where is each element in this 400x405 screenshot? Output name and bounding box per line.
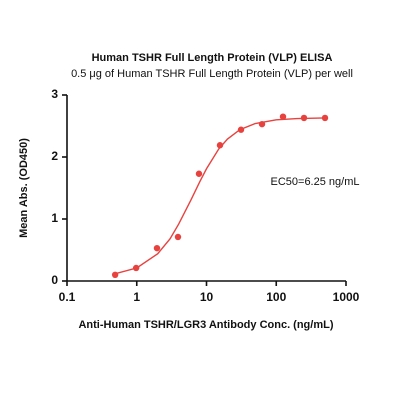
data-point bbox=[279, 113, 287, 120]
chart-title: Human TSHR Full Length Protein (VLP) ELI… bbox=[92, 52, 333, 64]
x-tick-label: 1000 bbox=[333, 290, 360, 304]
annotation: EC50=6.25 ng/mL bbox=[271, 176, 360, 188]
x-tick-label: 10 bbox=[200, 290, 214, 304]
y-tick-label: 3 bbox=[51, 87, 58, 101]
x-tick-label: 100 bbox=[266, 290, 286, 304]
x-axis-label: Anti-Human TSHR/LGR3 Antibody Conc. (ng/… bbox=[78, 319, 333, 331]
x-tick-label: 0.1 bbox=[59, 290, 76, 304]
data-point bbox=[195, 170, 203, 177]
y-axis-label: Mean Abs. (OD450) bbox=[18, 138, 30, 238]
data-point bbox=[153, 244, 161, 252]
y-tick-label: 1 bbox=[51, 211, 58, 225]
y-tick-label: 2 bbox=[51, 149, 58, 163]
y-tick-label: 0 bbox=[51, 273, 58, 287]
chart-subtitle: 0.5 μg of Human TSHR Full Length Protein… bbox=[71, 68, 353, 80]
x-tick-label: 1 bbox=[133, 290, 140, 304]
fit-curve bbox=[115, 117, 326, 275]
data-point bbox=[174, 233, 182, 241]
